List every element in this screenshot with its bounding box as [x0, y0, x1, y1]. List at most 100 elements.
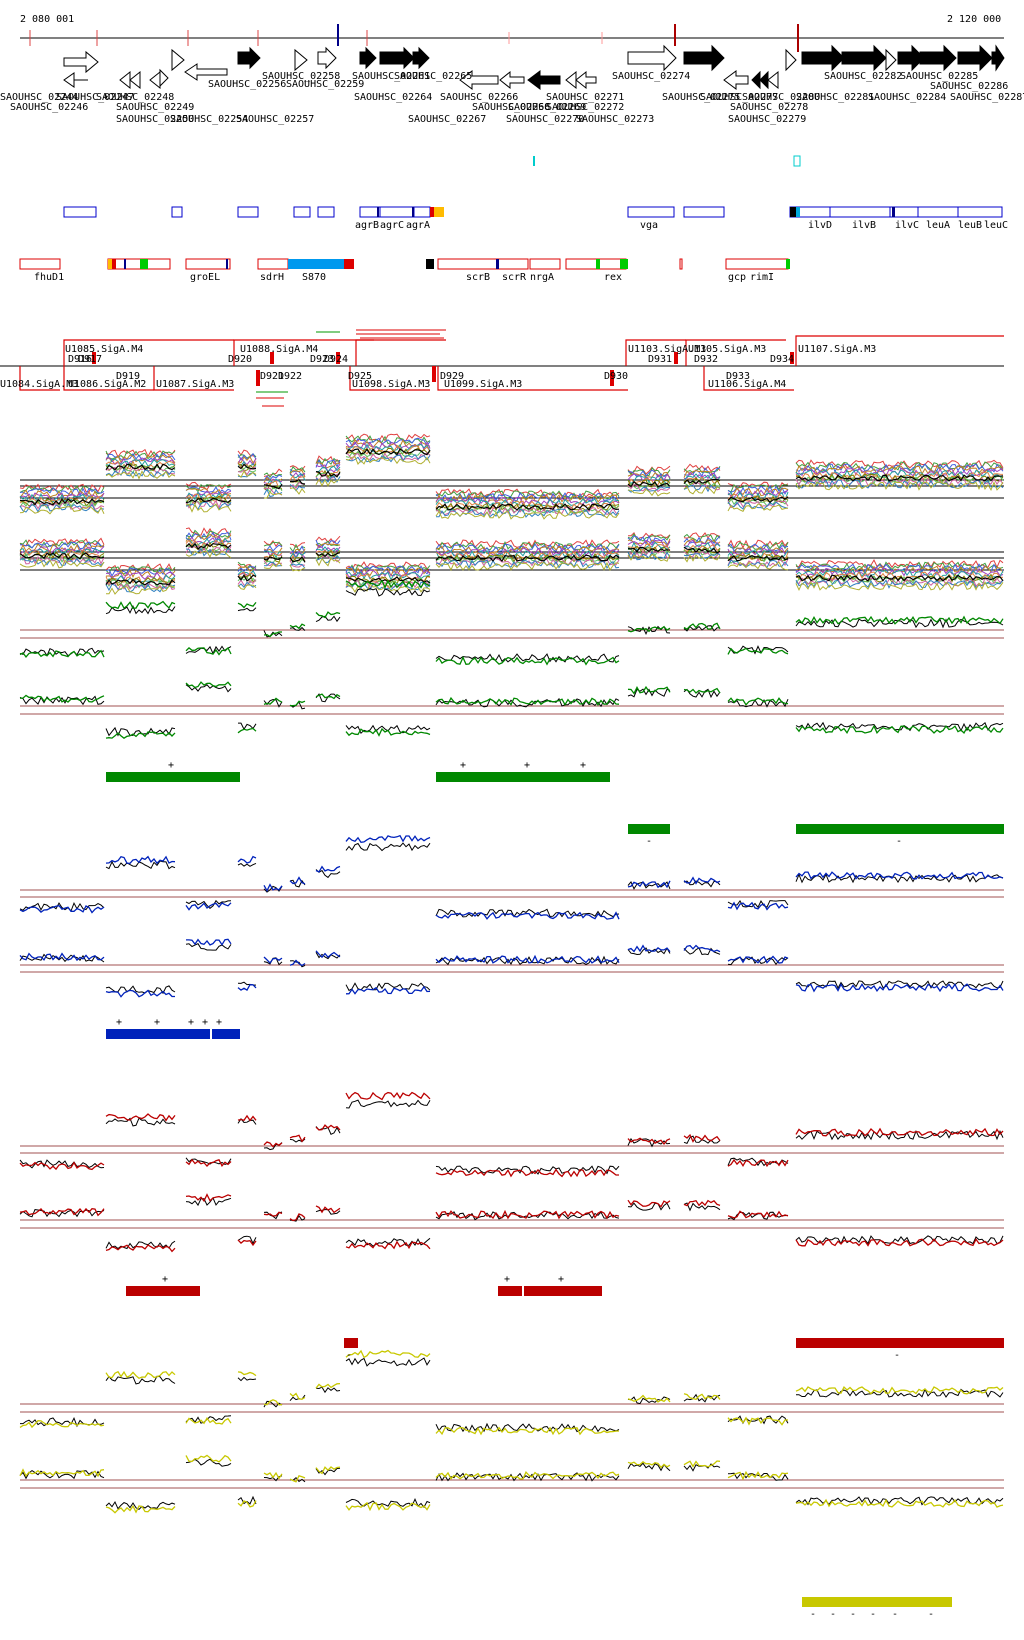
- expression-trace: [19, 1193, 1004, 1253]
- gene-arrow: [499, 70, 525, 90]
- gene-label: SAOUHSC_02247: [56, 92, 134, 103]
- plus-marker: +: [154, 1017, 160, 1028]
- expression-trace: [19, 433, 1004, 498]
- coord-start-label: 2 080 001: [20, 14, 74, 25]
- gene-label: SAOUHSC_02278: [730, 102, 808, 113]
- gene-label: SAOUHSC_02270: [506, 114, 584, 125]
- gene-label: SAOUHSC_02258: [262, 71, 340, 82]
- feature-annot-label: scrR: [502, 272, 527, 283]
- sigma-label: U1088.SigA.M4: [240, 344, 318, 355]
- gene-arrow: [991, 44, 1005, 72]
- sigma-label: D924: [324, 354, 348, 365]
- gene-annot-label: ilvD: [808, 220, 832, 231]
- plus-marker: +: [168, 760, 174, 771]
- gene-label: SAOUHSC_02284: [868, 92, 946, 103]
- feature-annot-label: sdrH: [260, 272, 284, 283]
- minus-marker: -: [850, 1609, 856, 1620]
- significance-bar: [628, 824, 670, 834]
- plus-marker: +: [524, 760, 530, 771]
- sigma-label: D931: [648, 354, 672, 365]
- sigma-label: D922: [278, 371, 302, 382]
- gene-arrow: [785, 48, 797, 72]
- sigma-label: D917: [78, 354, 102, 365]
- expression-trace: [19, 1454, 1004, 1514]
- gene-label: SAOUHSC_02261: [352, 71, 430, 82]
- gene-label-row-3: SAOUHSC_02246 SAOUHSC_02248 SAOUHSC_0224…: [10, 92, 808, 125]
- plus-marker: +: [116, 1017, 122, 1028]
- gene-arrow: [379, 46, 415, 70]
- sigma-label: U1086.SigA.M2: [68, 379, 146, 390]
- minus-marker: -: [870, 1609, 876, 1620]
- gene-arrow: [294, 48, 308, 72]
- significance-bar: [524, 1286, 602, 1296]
- gene-arrow: [184, 63, 228, 81]
- gene-label: SAOUHSC_02287: [950, 92, 1024, 103]
- sigma-site-track: U1085.SigA.M4 D916 D917 U1088.SigA.M4 D9…: [0, 329, 1004, 407]
- coord-end-label: 2 120 000: [947, 14, 1001, 25]
- expression-trace: [19, 547, 1004, 593]
- gene-arrow: [527, 70, 561, 90]
- sigma-label: D930: [604, 371, 628, 382]
- gene-label: SAOUHSC_02275: [662, 92, 740, 103]
- gene-label: SAOUHSC_02266: [440, 92, 518, 103]
- gene-arrow: [919, 44, 957, 72]
- sigma-label: U1084.SigA.M3: [0, 379, 78, 390]
- significance-track-red: + + + - -: [126, 1274, 1004, 1361]
- significance-track-green: + + + + - -: [106, 760, 1004, 847]
- gene-label-row-1: SAOUHSC_02256 SAOUHSC_02258 SAOUHSC_0225…: [208, 71, 978, 90]
- feature-annot-label: rimI: [750, 272, 774, 283]
- gene-label: SAOUHSC_02256: [208, 79, 286, 90]
- expression-trace: [19, 456, 1004, 520]
- expression-trace: [19, 1196, 1004, 1250]
- gene-label: SAOUHSC_02281: [796, 92, 874, 103]
- gene-annot-label: ilvB: [852, 220, 876, 231]
- gene-label-row-4: SAOUHSC_02250 SAOUHSC_02254 SAOUHSC_0225…: [116, 92, 806, 125]
- gene-label: SAOUHSC_02282: [824, 71, 902, 82]
- expression-trace: [19, 1458, 1004, 1511]
- minus-marker: -: [892, 1609, 898, 1620]
- gene-arrow: [459, 70, 499, 90]
- significance-bar: [796, 1338, 1004, 1348]
- cyan-marker: [793, 155, 801, 167]
- sigma-label: D934: [770, 354, 794, 365]
- expression-profile-tracks: [19, 433, 1004, 1514]
- gene-label: SAOUHSC_02265: [394, 71, 472, 82]
- plus-marker: +: [216, 1017, 222, 1028]
- significance-bar: [498, 1286, 522, 1296]
- sigma-label: U1085.SigA.M4: [65, 344, 143, 355]
- significance-bar: [126, 1286, 200, 1296]
- minus-marker: -: [894, 1350, 900, 1361]
- gene-arrow: [751, 70, 769, 90]
- gene-label: SAOUHSC_02257: [236, 114, 314, 125]
- gene-arrow: [119, 70, 141, 90]
- gene-arrow: [317, 46, 337, 70]
- gene-arrow: [723, 70, 749, 90]
- gene-label: SAOUHSC_02279: [728, 114, 806, 125]
- cyan-marker: [533, 156, 535, 166]
- sigma-label: D929: [440, 371, 464, 382]
- gene-arrow: [412, 46, 430, 70]
- gene-arrow: [885, 48, 897, 72]
- gene-arrow: [149, 68, 169, 90]
- minus-marker: -: [346, 1350, 352, 1361]
- significance-bar: [106, 772, 240, 782]
- gene-annot-label: leuA: [926, 220, 950, 231]
- gene-label: SAOUHSC_02274: [612, 71, 690, 82]
- feature-annot-label: scrB: [466, 272, 490, 283]
- sigma-label: D916: [68, 354, 92, 365]
- significance-bar: [212, 1029, 240, 1039]
- significance-bar: [106, 1029, 210, 1039]
- feature-annot-label: rex: [604, 272, 622, 283]
- sigma-label: D923: [310, 354, 334, 365]
- sigma-label: U1105.SigA.M3: [688, 344, 766, 355]
- gene-arrow: [359, 46, 377, 70]
- gene-label: SAOUHSC_02264: [354, 92, 432, 103]
- gene-arrow: [63, 72, 88, 88]
- expression-trace: [19, 579, 1004, 666]
- gene-arrow: [841, 44, 887, 72]
- expression-trace: [19, 588, 1004, 663]
- plus-marker: +: [460, 760, 466, 771]
- gene-annot-label: leuC: [984, 220, 1008, 231]
- gene-arrow: [237, 46, 261, 70]
- feature-annotation-track: fhuD1 groEL sdrH S870 scrB scrR nrgA rex…: [19, 258, 790, 283]
